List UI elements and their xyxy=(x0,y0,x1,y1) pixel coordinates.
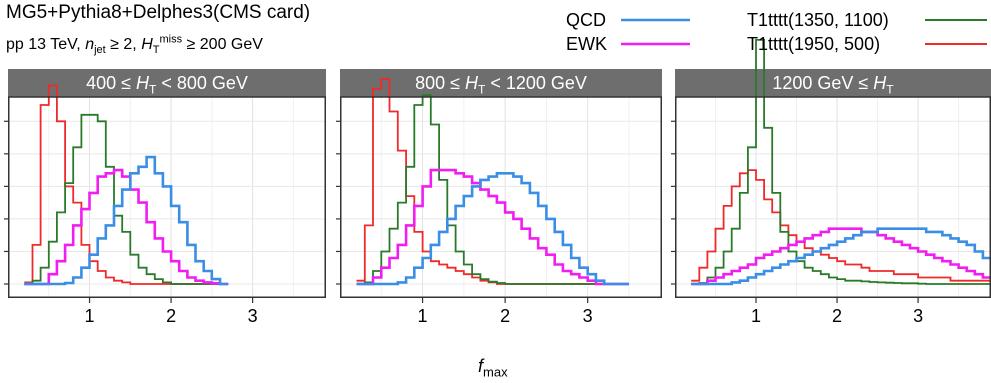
panel-3-strip xyxy=(675,69,991,97)
subtitle-njet-var: n xyxy=(85,36,95,53)
legend-label-qcd: QCD xyxy=(566,10,606,30)
panel-2-label-var: H xyxy=(465,73,478,93)
panel-2-series-t1tttt-1350-1100 xyxy=(356,94,629,285)
panel-1-x-tick-label: 3 xyxy=(248,306,258,326)
panel-3-series-ewk xyxy=(691,227,991,286)
legend-label-ewk: EWK xyxy=(566,34,608,54)
panel-3-x-tick-label: 1 xyxy=(751,306,761,326)
subtitle-njet-cond: ≥ 2, xyxy=(105,36,142,53)
panel-3-label-pre: 1200 GeV ≤ xyxy=(772,73,874,93)
panel-3-plot-area xyxy=(675,97,991,298)
panel-1-label-var: H xyxy=(136,73,149,93)
panel-2-x-tick-label: 2 xyxy=(500,306,510,326)
figure-subtitle: pp 13 TeV, njet ≥ 2, HTmiss ≥ 200 GeV xyxy=(6,33,263,57)
panel-1-plot-area xyxy=(8,97,326,298)
panel-1-x-tick-label: 2 xyxy=(166,306,176,326)
panel-1-strip-label: 400 ≤ HT < 800 GeV xyxy=(8,69,326,97)
panel-2: 1 2 3 xyxy=(336,69,662,326)
panel-3-label-var: H xyxy=(873,73,887,93)
legend-lines xyxy=(621,18,987,46)
panel-3-strip-label: 1200 GeV ≤ HT xyxy=(675,69,991,97)
panel-1-strip xyxy=(8,69,326,97)
legend-label-t1tttt-1350-1100: T1tttt(1350, 1100) xyxy=(747,10,889,30)
panel-2-series-qcd xyxy=(356,172,629,286)
panel-1-label-post: < 800 GeV xyxy=(156,73,248,93)
subtitle-ht-cond: ≥ 200 GeV xyxy=(182,36,263,53)
panel-2-series-ewk xyxy=(356,168,629,286)
panel-1-label-pre: 400 ≤ xyxy=(86,73,136,93)
panel-2-strip xyxy=(340,69,662,97)
panel-3-series-qcd xyxy=(691,227,991,286)
subtitle-njet-sub: jet xyxy=(94,44,106,57)
panel-2-strip-label: 800 ≤ HT < 1200 GeV xyxy=(340,69,662,97)
panel-3: 1 2 3 xyxy=(671,39,991,326)
panel-2-label-pre: 800 ≤ xyxy=(415,73,465,93)
panel-1-border xyxy=(8,96,326,298)
panel-1-x-tick-label: 1 xyxy=(85,306,95,326)
panel-1-label-sub: T xyxy=(149,82,157,97)
panel-2-label-sub: T xyxy=(478,82,486,97)
panel-1-series-qcd xyxy=(24,155,229,286)
panel-3-x-tick-label: 2 xyxy=(832,306,842,326)
x-axis-label-sub: max xyxy=(483,364,508,380)
panel-2-plot-area xyxy=(340,97,662,298)
legend-label-t1tttt-1950-500: T1tttt(1950, 500) xyxy=(747,34,881,54)
subtitle-prefix: pp 13 TeV, xyxy=(6,36,86,53)
x-axis-label: fmax xyxy=(478,356,508,380)
panel-2-x-tick-label: 3 xyxy=(583,306,593,326)
panel-2-x-tick-label: 1 xyxy=(418,306,428,326)
panel-2-border xyxy=(340,96,662,298)
panel-3-border xyxy=(675,96,991,298)
panels-layer: 1 2 3 1 2 3 1 2 3 xyxy=(4,39,991,326)
x-axis-label-var: f xyxy=(478,356,484,376)
panel-2-label-post: < 1200 GeV xyxy=(485,73,587,93)
figure-title: MG5+Pythia8+Delphes3(CMS card) xyxy=(6,2,311,23)
panel-1: 1 2 3 xyxy=(4,69,326,326)
panel-3-x-tick-label: 3 xyxy=(913,306,923,326)
panel-3-series-t1tttt-1350-1100 xyxy=(691,39,991,285)
subtitle-ht-var: H xyxy=(141,36,153,53)
panel-3-label-sub: T xyxy=(886,82,894,97)
subtitle-ht-sup: miss xyxy=(159,33,183,46)
subtitle-ht-sub: T xyxy=(152,44,160,57)
